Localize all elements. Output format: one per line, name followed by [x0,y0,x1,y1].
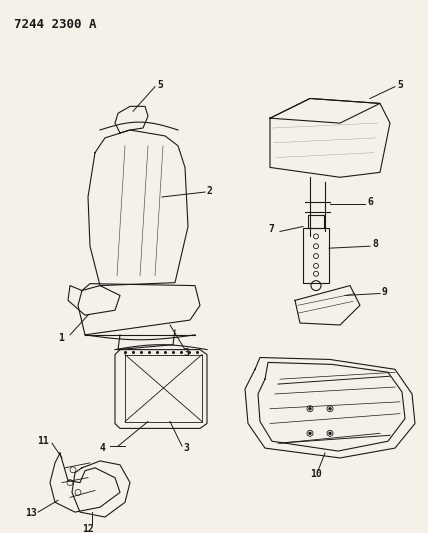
Circle shape [309,408,311,410]
Text: 9: 9 [382,287,388,296]
Text: 3: 3 [183,348,189,358]
Text: 12: 12 [82,524,94,533]
Text: 3: 3 [183,443,189,453]
Text: 11: 11 [37,436,49,446]
Text: 8: 8 [372,239,378,249]
Text: 5: 5 [157,80,163,90]
Text: 5: 5 [397,80,403,90]
Circle shape [309,432,311,434]
Text: 10: 10 [310,469,322,479]
Text: 6: 6 [367,197,373,207]
Text: 7: 7 [268,224,274,235]
Text: 4: 4 [100,443,106,453]
Text: 7244 2300 A: 7244 2300 A [14,18,96,31]
Circle shape [329,408,331,410]
Text: 13: 13 [25,508,37,518]
Text: 2: 2 [207,186,213,196]
Circle shape [329,432,331,434]
Text: 1: 1 [58,333,64,343]
